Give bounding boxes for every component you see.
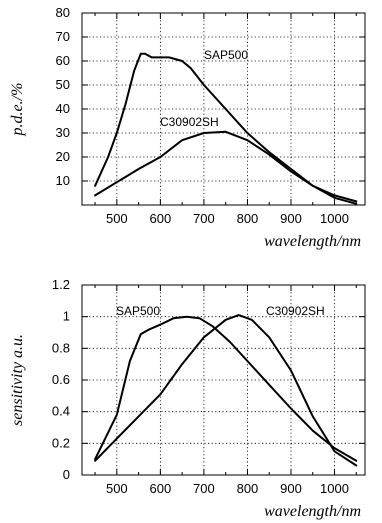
sensitivity-chart: 500 600 700 800 900 1000 0 0.2 0.4 0.6 0.8 1 1.2 SAP5… <box>9 277 366 520</box>
x-tick-label: 500 <box>106 481 128 496</box>
series-label-sap500: SAP500 <box>204 48 248 62</box>
y-tick-label: 1 <box>63 309 70 324</box>
y-tick-label: 1.2 <box>52 277 70 292</box>
grid <box>82 285 365 475</box>
x-tick-label: 1000 <box>320 481 349 496</box>
y-tick-label: 80 <box>56 5 70 20</box>
y-tick-label: 0.8 <box>52 340 70 355</box>
x-tick-label: 700 <box>193 211 215 226</box>
y-axis-title: sensitivity a.u. <box>9 334 26 426</box>
x-tick-label: 700 <box>193 481 215 496</box>
y-tick-label: 0.4 <box>52 404 70 419</box>
series-line-sap500 <box>94 315 358 462</box>
y-tick-label: 20 <box>56 149 70 164</box>
x-tick-label: 1000 <box>320 211 349 226</box>
series-label-c30902sh: C30902SH <box>266 304 325 318</box>
x-tick-label: 900 <box>280 481 302 496</box>
grid <box>82 13 365 205</box>
series-line-c30902sh <box>94 130 358 205</box>
y-tick-label: 10 <box>56 173 70 188</box>
x-axis-title: wavelength/nm <box>264 503 361 520</box>
y-tick-label: 0 <box>63 467 70 482</box>
series-label-c30902sh: C30902SH <box>160 115 219 129</box>
y-tick-label: 50 <box>56 77 70 92</box>
y-tick-label: 70 <box>56 29 70 44</box>
series-line-c30902sh <box>94 314 358 467</box>
x-tick-label: 800 <box>237 481 259 496</box>
series-label-sap500: SAP500 <box>116 304 160 318</box>
y-tick-label: 0.6 <box>52 372 70 387</box>
x-tick-label: 600 <box>150 211 172 226</box>
y-axis-title: p.d.e./% <box>9 83 26 137</box>
x-axis-title: wavelength/nm <box>264 233 361 250</box>
pde-chart: 500 600 700 800 900 1000 10 20 30 40 50 60 70 80 SAP50… <box>9 5 366 250</box>
series-line-sap500 <box>94 52 358 203</box>
y-tick-label: 0.2 <box>52 435 70 450</box>
y-tick-label: 30 <box>56 125 70 140</box>
x-tick-label: 600 <box>150 481 172 496</box>
y-tick-label: 60 <box>56 53 70 68</box>
x-tick-label: 800 <box>237 211 259 226</box>
y-tick-label: 40 <box>56 101 70 116</box>
x-tick-label: 500 <box>106 211 128 226</box>
x-tick-label: 900 <box>280 211 302 226</box>
